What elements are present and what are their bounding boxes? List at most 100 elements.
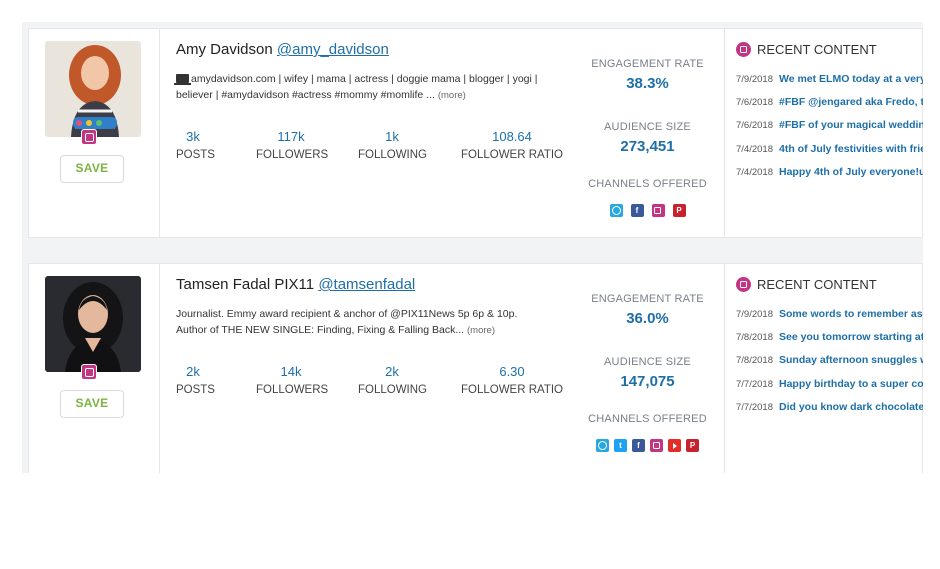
stat-label: POSTS: [176, 149, 215, 161]
stats-row: 2k POSTS 14k FOLLOWERS 2k FOLLOWING 6.30…: [176, 362, 566, 402]
save-button[interactable]: SAVE: [60, 155, 124, 183]
influencer-card: SAVE Tamsen Fadal PIX11 @tamsenfadal Jou…: [28, 263, 923, 473]
engagement-rate-label: ENGAGEMENT RATE: [591, 293, 704, 305]
post-caption[interactable]: 4th of July festivities with frie: [778, 142, 923, 155]
bio-line-2: believer | #amydavidson #actress #mommy …: [176, 89, 435, 101]
instagram-icon[interactable]: [650, 439, 663, 452]
post-date: 7/8/2018: [736, 355, 773, 367]
post-caption[interactable]: See you tomorrow starting at: [778, 331, 923, 344]
stat-following: 1k FOLLOWING: [358, 127, 427, 163]
recent-content-title: RECENT CONTENT: [736, 42, 877, 57]
stat-label: POSTS: [176, 384, 215, 396]
audience-size-label: AUDIENCE SIZE: [604, 356, 691, 368]
post-date: 7/4/2018: [736, 166, 773, 178]
instagram-icon: [736, 42, 751, 57]
engagement-rate-label: ENGAGEMENT RATE: [591, 58, 704, 70]
avatar[interactable]: [45, 41, 141, 137]
metrics-column: ENGAGEMENT RATE 36.0% AUDIENCE SIZE 147,…: [570, 264, 725, 473]
stat-followers: 117k FOLLOWERS: [256, 127, 329, 163]
recent-content-title-text: RECENT CONTENT: [757, 277, 877, 292]
recent-content-list: 7/9/2018 We met ELMO today at a very 7/6/…: [736, 71, 923, 187]
influencer-name: Tamsen Fadal PIX11: [176, 276, 315, 293]
post-caption[interactable]: We met ELMO today at a very: [778, 73, 923, 85]
post-caption[interactable]: Did you know dark chocolate: [778, 400, 923, 413]
stat-value: 3k: [186, 129, 200, 144]
stat-label: FOLLOWING: [358, 384, 428, 396]
channels-list: t f P: [570, 439, 725, 453]
influencer-card: SAVE Amy Davidson @amy_davidson amydavid…: [28, 28, 923, 238]
bio-more-link[interactable]: (more): [467, 325, 495, 336]
influencer-name: Amy Davidson: [176, 41, 273, 58]
influencer-results-panel: SAVE Amy Davidson @amy_davidson amydavid…: [22, 22, 923, 473]
recent-content-list: 7/9/2018 Some words to remember as 7/8/20…: [736, 306, 923, 422]
recent-post[interactable]: 7/4/2018 Happy 4th of July everyone!us: [736, 164, 923, 187]
recent-post[interactable]: 7/8/2018 See you tomorrow starting at: [736, 329, 923, 352]
post-date: 7/9/2018: [736, 74, 773, 85]
recent-content-title: RECENT CONTENT: [736, 277, 877, 292]
blog-icon[interactable]: [609, 204, 623, 217]
avatar[interactable]: [45, 276, 141, 372]
post-caption[interactable]: Some words to remember as: [778, 308, 923, 320]
channels-offered-label: CHANNELS OFFERED: [588, 413, 707, 425]
post-caption[interactable]: #FBF @jengared aka Fredo, t: [778, 96, 923, 109]
stat-posts: 2k POSTS: [176, 362, 215, 398]
recent-post[interactable]: 7/4/2018 4th of July festivities with fri…: [736, 141, 923, 164]
recent-post[interactable]: 7/9/2018 We met ELMO today at a very: [736, 71, 923, 94]
recent-post[interactable]: 7/6/2018 #FBF @jengared aka Fredo, t: [736, 94, 923, 117]
stat-value: 1k: [385, 129, 399, 144]
recent-post[interactable]: 7/8/2018 Sunday afternoon snuggles w: [736, 352, 923, 375]
profile-info-column: Tamsen Fadal PIX11 @tamsenfadal Journali…: [160, 264, 570, 473]
post-date: 7/6/2018: [736, 97, 773, 109]
engagement-rate-value: 38.3%: [626, 75, 669, 92]
recent-post[interactable]: 7/7/2018 Happy birthday to a super coo: [736, 376, 923, 399]
twitter-icon[interactable]: t: [614, 439, 627, 452]
audience-size-value: 147,075: [620, 373, 675, 390]
post-date: 7/9/2018: [736, 309, 773, 320]
post-date: 7/4/2018: [736, 143, 773, 155]
influencer-name-line: Amy Davidson @amy_davidson: [176, 41, 389, 58]
stat-value: 2k: [186, 364, 200, 379]
post-date: 7/7/2018: [736, 401, 773, 413]
instagram-icon[interactable]: [651, 204, 665, 217]
stat-label: FOLLOWER RATIO: [460, 384, 564, 396]
post-caption[interactable]: #FBF of your magical wedding: [778, 119, 923, 132]
post-caption[interactable]: Happy 4th of July everyone!us: [778, 165, 923, 178]
facebook-icon[interactable]: f: [632, 439, 645, 452]
post-date: 7/7/2018: [736, 378, 773, 390]
bio-more-link[interactable]: (more): [437, 90, 466, 101]
youtube-icon[interactable]: [668, 439, 681, 452]
blog-icon[interactable]: [596, 439, 609, 452]
stat-label: FOLLOWERS: [256, 149, 329, 161]
website-icon: [174, 74, 191, 85]
post-date: 7/6/2018: [736, 120, 773, 132]
post-date: 7/8/2018: [736, 332, 773, 344]
engagement-rate-value: 36.0%: [626, 310, 669, 327]
pinterest-icon[interactable]: P: [686, 439, 699, 452]
recent-post[interactable]: 7/6/2018 #FBF of your magical wedding: [736, 117, 923, 140]
facebook-icon[interactable]: f: [630, 204, 644, 217]
recent-post[interactable]: 7/7/2018 Did you know dark chocolate: [736, 399, 923, 422]
recent-content-title-text: RECENT CONTENT: [757, 42, 877, 57]
recent-post[interactable]: 7/9/2018 Some words to remember as: [736, 306, 923, 329]
stat-label: FOLLOWER RATIO: [460, 149, 564, 161]
influencer-bio: amydavidson.com | wifey | mama | actress…: [174, 71, 556, 104]
instagram-icon: [81, 129, 97, 145]
stat-value: 2k: [385, 364, 399, 379]
post-caption[interactable]: Happy birthday to a super coo: [778, 377, 923, 390]
stat-value: 108.64: [492, 129, 532, 144]
stat-follower-ratio: 108.64 FOLLOWER RATIO: [458, 127, 566, 163]
post-caption[interactable]: Sunday afternoon snuggles w: [778, 354, 923, 367]
stat-label: FOLLOWERS: [256, 384, 329, 396]
audience-size-value: 273,451: [620, 138, 675, 155]
audience-size-label: AUDIENCE SIZE: [604, 121, 691, 133]
stat-value: 6.30: [499, 364, 525, 379]
pinterest-icon[interactable]: P: [672, 204, 686, 217]
influencer-handle-link[interactable]: @tamsenfadal: [318, 276, 416, 293]
stat-follower-ratio: 6.30 FOLLOWER RATIO: [458, 362, 566, 398]
metrics-column: ENGAGEMENT RATE 38.3% AUDIENCE SIZE 273,…: [570, 29, 725, 237]
bio-line-2: Author of THE NEW SINGLE: Finding, Fixin…: [176, 324, 465, 336]
influencer-handle-link[interactable]: @amy_davidson: [276, 41, 389, 58]
stats-row: 3k POSTS 117k FOLLOWERS 1k FOLLOWING 108…: [176, 127, 566, 167]
save-button[interactable]: SAVE: [60, 390, 124, 418]
channels-offered-label: CHANNELS OFFERED: [588, 178, 707, 190]
